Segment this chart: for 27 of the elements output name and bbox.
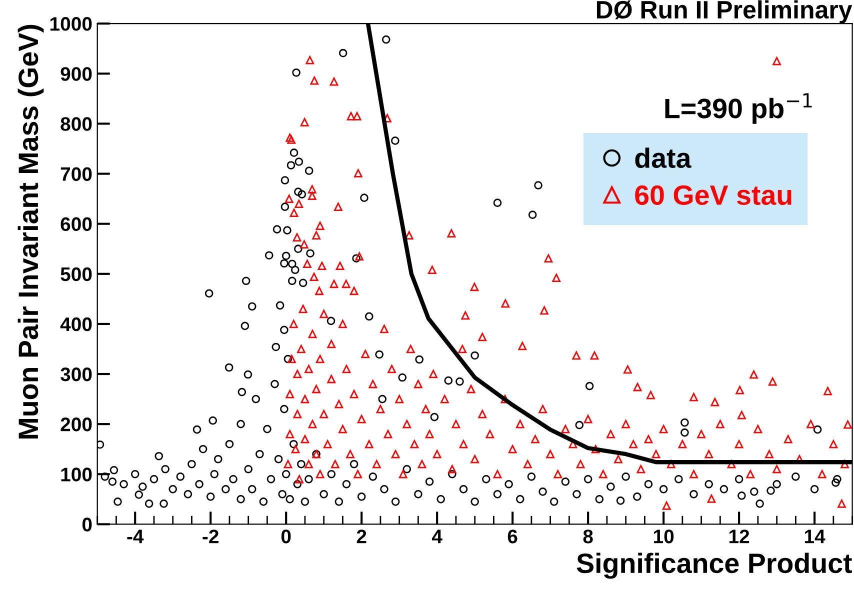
y-tick-label: 300 xyxy=(60,367,92,382)
x-tick-label: 6 xyxy=(508,530,518,544)
legend-label: data xyxy=(635,148,692,168)
x-tick-label: -4 xyxy=(127,530,144,544)
y-tick-label: 1000 xyxy=(50,17,92,31)
y-tick-label: 800 xyxy=(60,117,92,131)
y-tick-label: 900 xyxy=(60,67,92,81)
y-tick-label: 0 xyxy=(82,518,92,532)
x-tick-label: 2 xyxy=(356,530,366,544)
y-tick-label: 500 xyxy=(60,267,92,282)
x-tick-label: -2 xyxy=(202,530,218,544)
x-tick-label: 4 xyxy=(432,530,442,544)
x-tick-label: 12 xyxy=(729,530,750,544)
annotation: L=390 pb$^{−1}$ xyxy=(665,93,812,124)
x-tick-label: 10 xyxy=(654,530,674,544)
y-tick-label: 600 xyxy=(60,217,92,232)
legend-label: 60 GeV stau xyxy=(635,185,792,205)
chart-title: DØ Run II Preliminary xyxy=(596,0,852,24)
x-tick-label: 0 xyxy=(281,530,291,544)
x-tick-label: 8 xyxy=(583,530,593,544)
y-axis-title: Muon Pair Invariant Mass (GeV) xyxy=(18,24,44,438)
y-tick-label: 200 xyxy=(60,418,92,432)
y-tick-label: 100 xyxy=(61,468,92,482)
y-tick-label: 700 xyxy=(60,167,92,181)
x-axis-title: Significance Product xyxy=(576,552,852,579)
y-tick-label: 400 xyxy=(60,317,92,332)
x-tick-label: 14 xyxy=(804,530,826,544)
